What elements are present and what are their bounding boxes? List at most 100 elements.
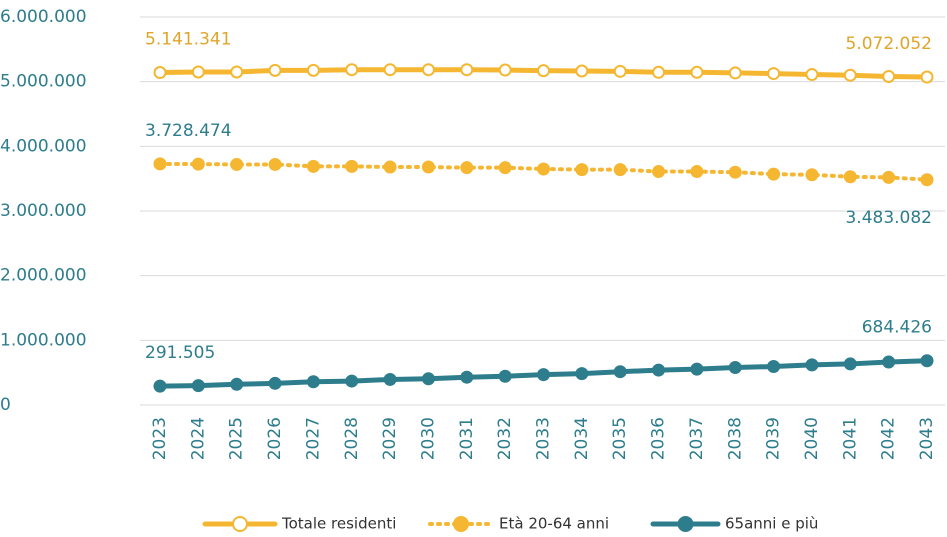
x-tick-label: 2034 (572, 417, 592, 460)
point-marker (613, 163, 627, 177)
data-label: 684.426 (862, 318, 932, 338)
point-marker (882, 170, 896, 184)
point-marker (306, 375, 320, 389)
point-marker (652, 363, 666, 377)
point-marker (345, 159, 359, 173)
x-tick-label: 2042 (879, 417, 899, 460)
point-marker (345, 374, 359, 388)
legend-marker (232, 516, 248, 532)
point-marker (268, 376, 282, 390)
point-marker (767, 167, 781, 181)
point-marker (191, 65, 205, 79)
legend-marker (677, 516, 694, 532)
point-marker (306, 63, 320, 77)
point-marker (613, 365, 627, 379)
point-marker (575, 367, 589, 381)
x-tick-label: 2038 (725, 417, 745, 460)
x-tick-label: 2024 (188, 417, 208, 460)
point-marker (920, 70, 934, 84)
point-marker (728, 66, 742, 80)
point-marker (843, 357, 857, 371)
x-tick-label: 2041 (840, 417, 860, 460)
point-marker (652, 165, 666, 179)
x-tick-label: 2037 (687, 417, 707, 460)
x-tick-label: 2043 (917, 417, 937, 460)
point-marker (690, 362, 704, 376)
point-marker (153, 66, 167, 80)
point-marker (843, 68, 857, 82)
point-marker (153, 379, 167, 393)
point-marker (613, 64, 627, 78)
point-marker (882, 69, 896, 83)
point-marker (805, 358, 819, 372)
point-marker (537, 162, 550, 176)
point-marker (191, 157, 205, 171)
x-tick-label: 2033 (534, 417, 554, 460)
point-marker (498, 369, 512, 383)
x-tick-label: 2028 (342, 417, 362, 460)
y-tick-label: 1.000.000 (0, 330, 87, 350)
point-marker (843, 170, 857, 184)
point-marker (268, 63, 282, 77)
point-marker (383, 63, 397, 77)
point-marker (345, 63, 359, 77)
x-tick-label: 2031 (457, 417, 477, 460)
x-tick-label: 2025 (227, 417, 247, 460)
y-tick-label: 2.000.000 (0, 266, 87, 286)
point-marker (421, 372, 435, 386)
point-marker (805, 168, 819, 182)
point-marker (306, 159, 320, 173)
point-marker (498, 63, 512, 77)
point-marker (460, 370, 474, 384)
point-marker (652, 65, 666, 79)
x-tick-label: 2036 (649, 417, 669, 460)
point-marker (383, 372, 397, 386)
data-label: 291.505 (145, 343, 215, 363)
point-marker (191, 379, 205, 393)
x-tick-label: 2023 (150, 417, 170, 460)
point-marker (920, 173, 934, 187)
point-marker (460, 63, 474, 77)
x-tick-label: 2030 (418, 417, 438, 460)
point-marker (421, 63, 435, 77)
point-marker (805, 68, 819, 82)
point-marker (767, 360, 781, 374)
point-marker (690, 65, 704, 79)
point-marker (537, 64, 550, 78)
x-tick-label: 2027 (303, 417, 323, 460)
point-marker (537, 368, 550, 382)
point-marker (920, 354, 934, 368)
legend-label: 65anni e più (725, 515, 818, 533)
point-marker (728, 360, 742, 374)
y-tick-label: 6.000.000 (0, 7, 87, 27)
point-marker (767, 67, 781, 81)
x-tick-label: 2039 (764, 417, 784, 460)
legend-label: Totale residenti (281, 515, 396, 533)
point-marker (421, 160, 435, 174)
point-marker (230, 65, 244, 79)
point-marker (690, 165, 704, 179)
point-marker (498, 161, 512, 175)
point-marker (153, 157, 167, 171)
point-marker (230, 157, 244, 171)
y-tick-label: 4.000.000 (0, 136, 87, 156)
legend-label: Età 20-64 anni (499, 515, 609, 533)
point-marker (230, 377, 244, 391)
point-marker (575, 64, 589, 78)
point-marker (728, 165, 742, 179)
y-tick-label: 0 (0, 395, 11, 415)
x-tick-label: 2032 (495, 417, 515, 460)
point-marker (575, 163, 589, 177)
point-marker (460, 161, 474, 175)
data-label: 5.141.341 (145, 30, 232, 50)
data-label: 3.483.082 (845, 208, 932, 228)
y-tick-label: 5.000.000 (0, 72, 87, 92)
data-label: 5.072.052 (845, 34, 932, 54)
data-label: 3.728.474 (145, 121, 232, 141)
x-tick-label: 2035 (610, 417, 630, 460)
point-marker (268, 157, 282, 171)
point-marker (383, 160, 397, 174)
x-tick-label: 2029 (380, 417, 400, 460)
legend-marker (453, 516, 469, 532)
